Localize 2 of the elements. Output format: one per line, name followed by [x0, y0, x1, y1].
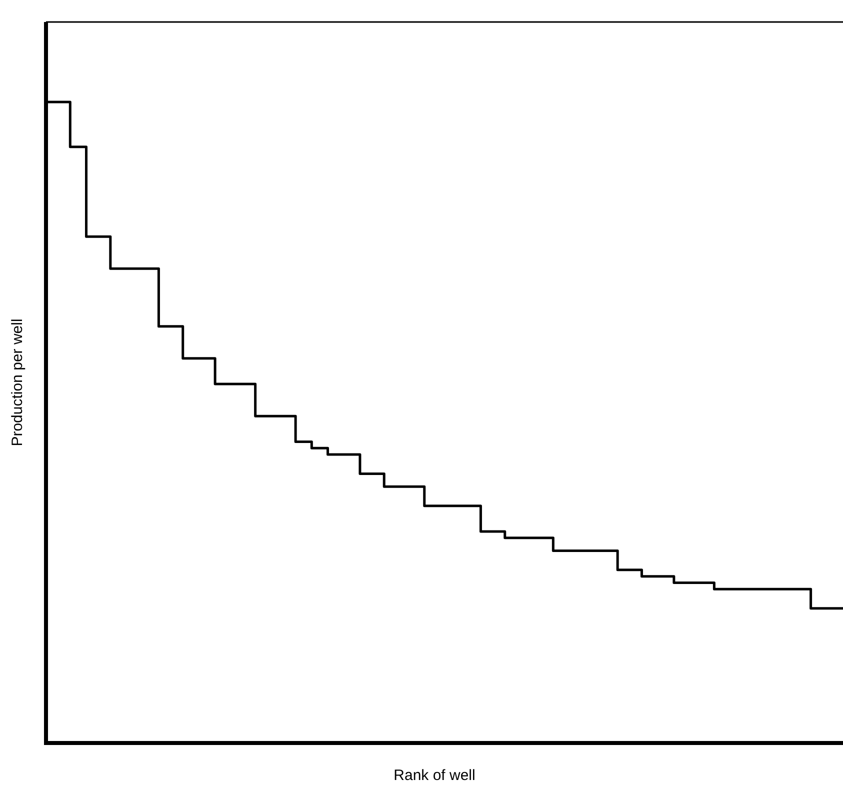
y-axis-title: Production per well — [9, 318, 26, 446]
x-axis-title: Rank of well — [394, 767, 476, 784]
